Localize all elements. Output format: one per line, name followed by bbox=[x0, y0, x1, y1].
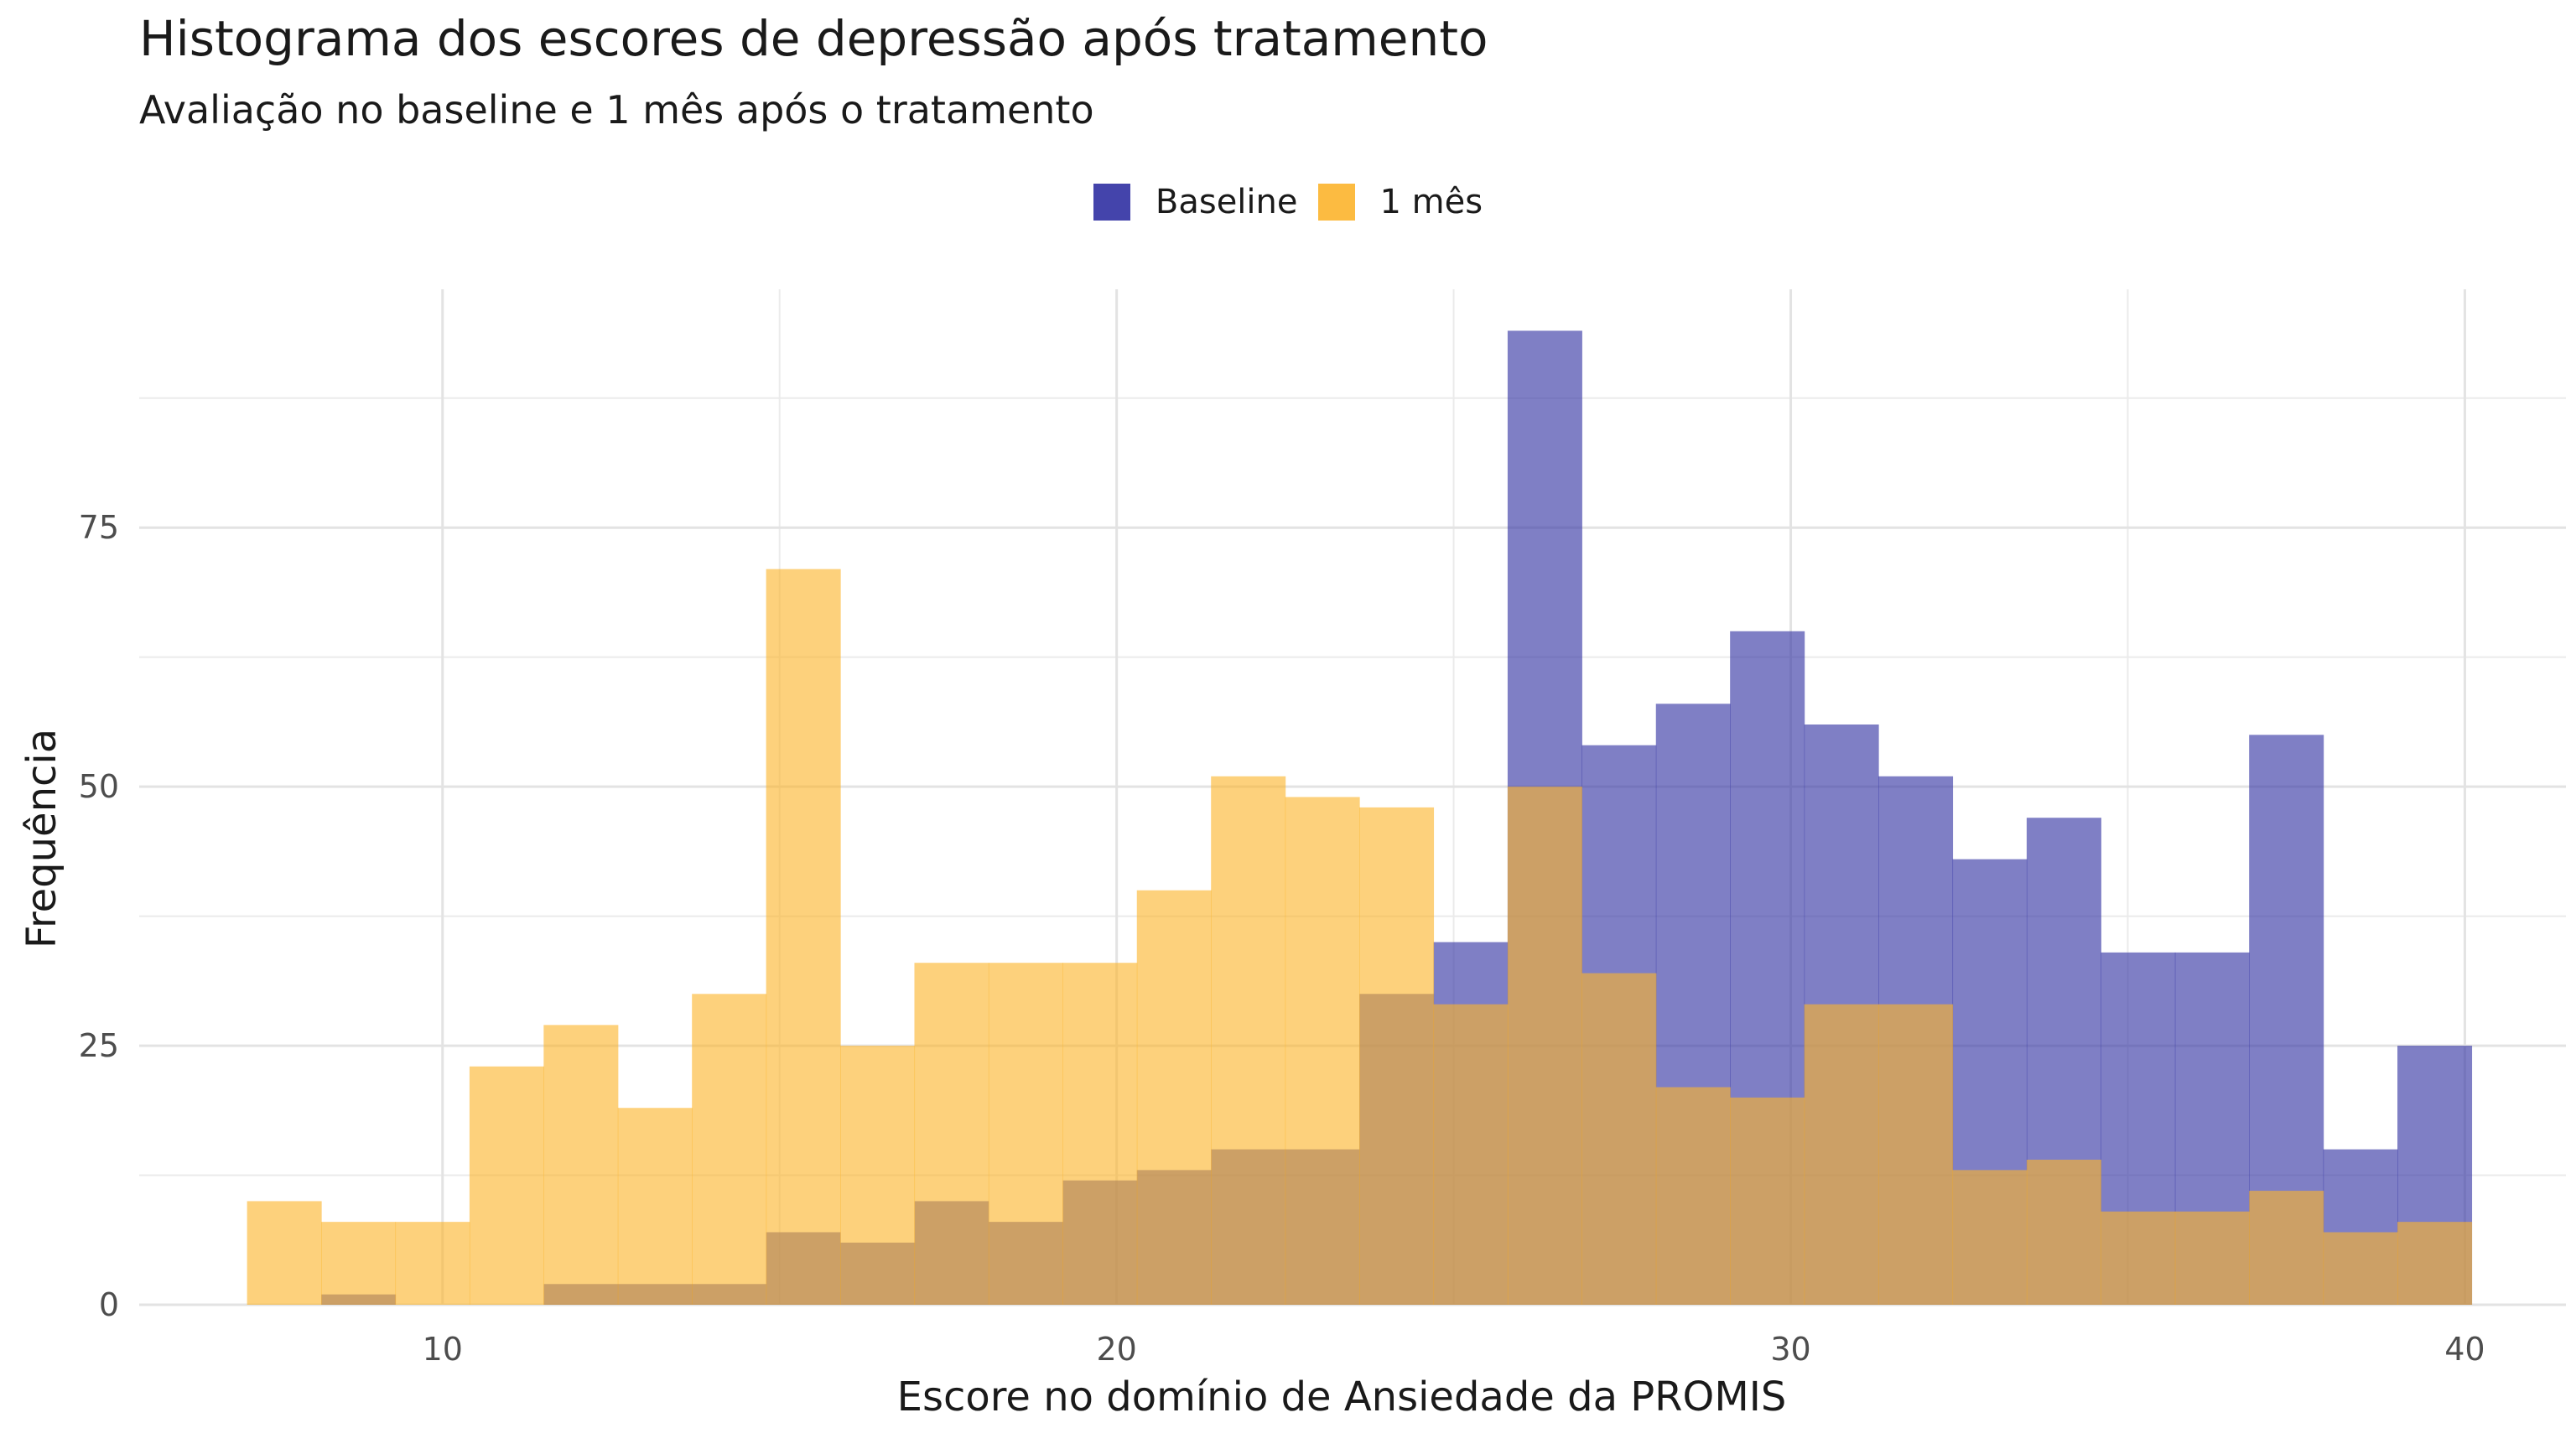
bar-1-mes bbox=[692, 994, 767, 1305]
y-tick-label: 25 bbox=[79, 1027, 119, 1064]
bar-1-mes bbox=[543, 1025, 619, 1305]
bar-1-mes bbox=[321, 1222, 397, 1305]
bar-1-mes bbox=[914, 963, 989, 1305]
y-tick-label: 75 bbox=[79, 509, 119, 546]
bar-1-mes bbox=[1507, 787, 1582, 1305]
chart-title: Histograma dos escores de depressão após… bbox=[139, 10, 1488, 67]
bar-1-mes bbox=[1581, 973, 1657, 1305]
legend-item-1-mes: 1 mês bbox=[1317, 183, 1483, 221]
bar-1-mes bbox=[1804, 1004, 1879, 1305]
bar-1-mes bbox=[1952, 1170, 2028, 1305]
ticks-layer: 10 20 30 40 0 25 50 75 bbox=[79, 509, 2485, 1368]
x-tick-label: 40 bbox=[2444, 1331, 2485, 1368]
x-axis-label: Escore no domínio de Ansiedade da PROMIS bbox=[896, 1374, 1787, 1420]
x-tick-label: 20 bbox=[1096, 1331, 1136, 1368]
bar-1-mes bbox=[2323, 1232, 2398, 1305]
bars-layer bbox=[247, 330, 2473, 1305]
bar-1-mes bbox=[1730, 1097, 1805, 1305]
bar-1-mes bbox=[395, 1222, 470, 1305]
bar-1-mes bbox=[1211, 776, 1286, 1305]
bar-1-mes bbox=[766, 569, 841, 1305]
bar-1-mes bbox=[2174, 1211, 2250, 1305]
bar-1-mes bbox=[1285, 797, 1360, 1305]
bar-1-mes bbox=[2026, 1160, 2101, 1305]
bar-1-mes bbox=[2397, 1222, 2473, 1305]
legend-item-baseline: Baseline bbox=[1093, 183, 1298, 221]
bar-1-mes bbox=[1359, 807, 1435, 1305]
x-tick-label: 30 bbox=[1770, 1331, 1810, 1368]
bar-1-mes bbox=[247, 1201, 322, 1305]
legend-label-1-mes: 1 mês bbox=[1379, 183, 1483, 221]
legend: Baseline 1 mês bbox=[0, 183, 2576, 221]
y-tick-label: 50 bbox=[79, 768, 119, 805]
bar-1-mes bbox=[2101, 1211, 2176, 1305]
y-tick-label: 0 bbox=[99, 1286, 119, 1323]
bar-1-mes bbox=[988, 963, 1063, 1305]
bar-1-mes bbox=[840, 1046, 916, 1305]
bar-1-mes bbox=[1136, 890, 1212, 1305]
bar-1-mes bbox=[1433, 1004, 1509, 1305]
legend-label-baseline: Baseline bbox=[1155, 183, 1298, 221]
legend-swatch-baseline bbox=[1093, 184, 1130, 221]
y-axis-label: Frequência bbox=[18, 728, 65, 949]
bar-1-mes bbox=[617, 1108, 693, 1305]
bar-1-mes bbox=[2249, 1191, 2324, 1305]
chart-subtitle: Avaliação no baseline e 1 mês após o tra… bbox=[139, 87, 1094, 132]
x-tick-label: 10 bbox=[423, 1331, 463, 1368]
bar-1-mes bbox=[469, 1066, 544, 1305]
bar-1-mes bbox=[1878, 1004, 1954, 1305]
bar-1-mes bbox=[1655, 1087, 1731, 1305]
bar-1-mes bbox=[1062, 963, 1138, 1305]
legend-swatch-1-mes bbox=[1317, 184, 1355, 221]
